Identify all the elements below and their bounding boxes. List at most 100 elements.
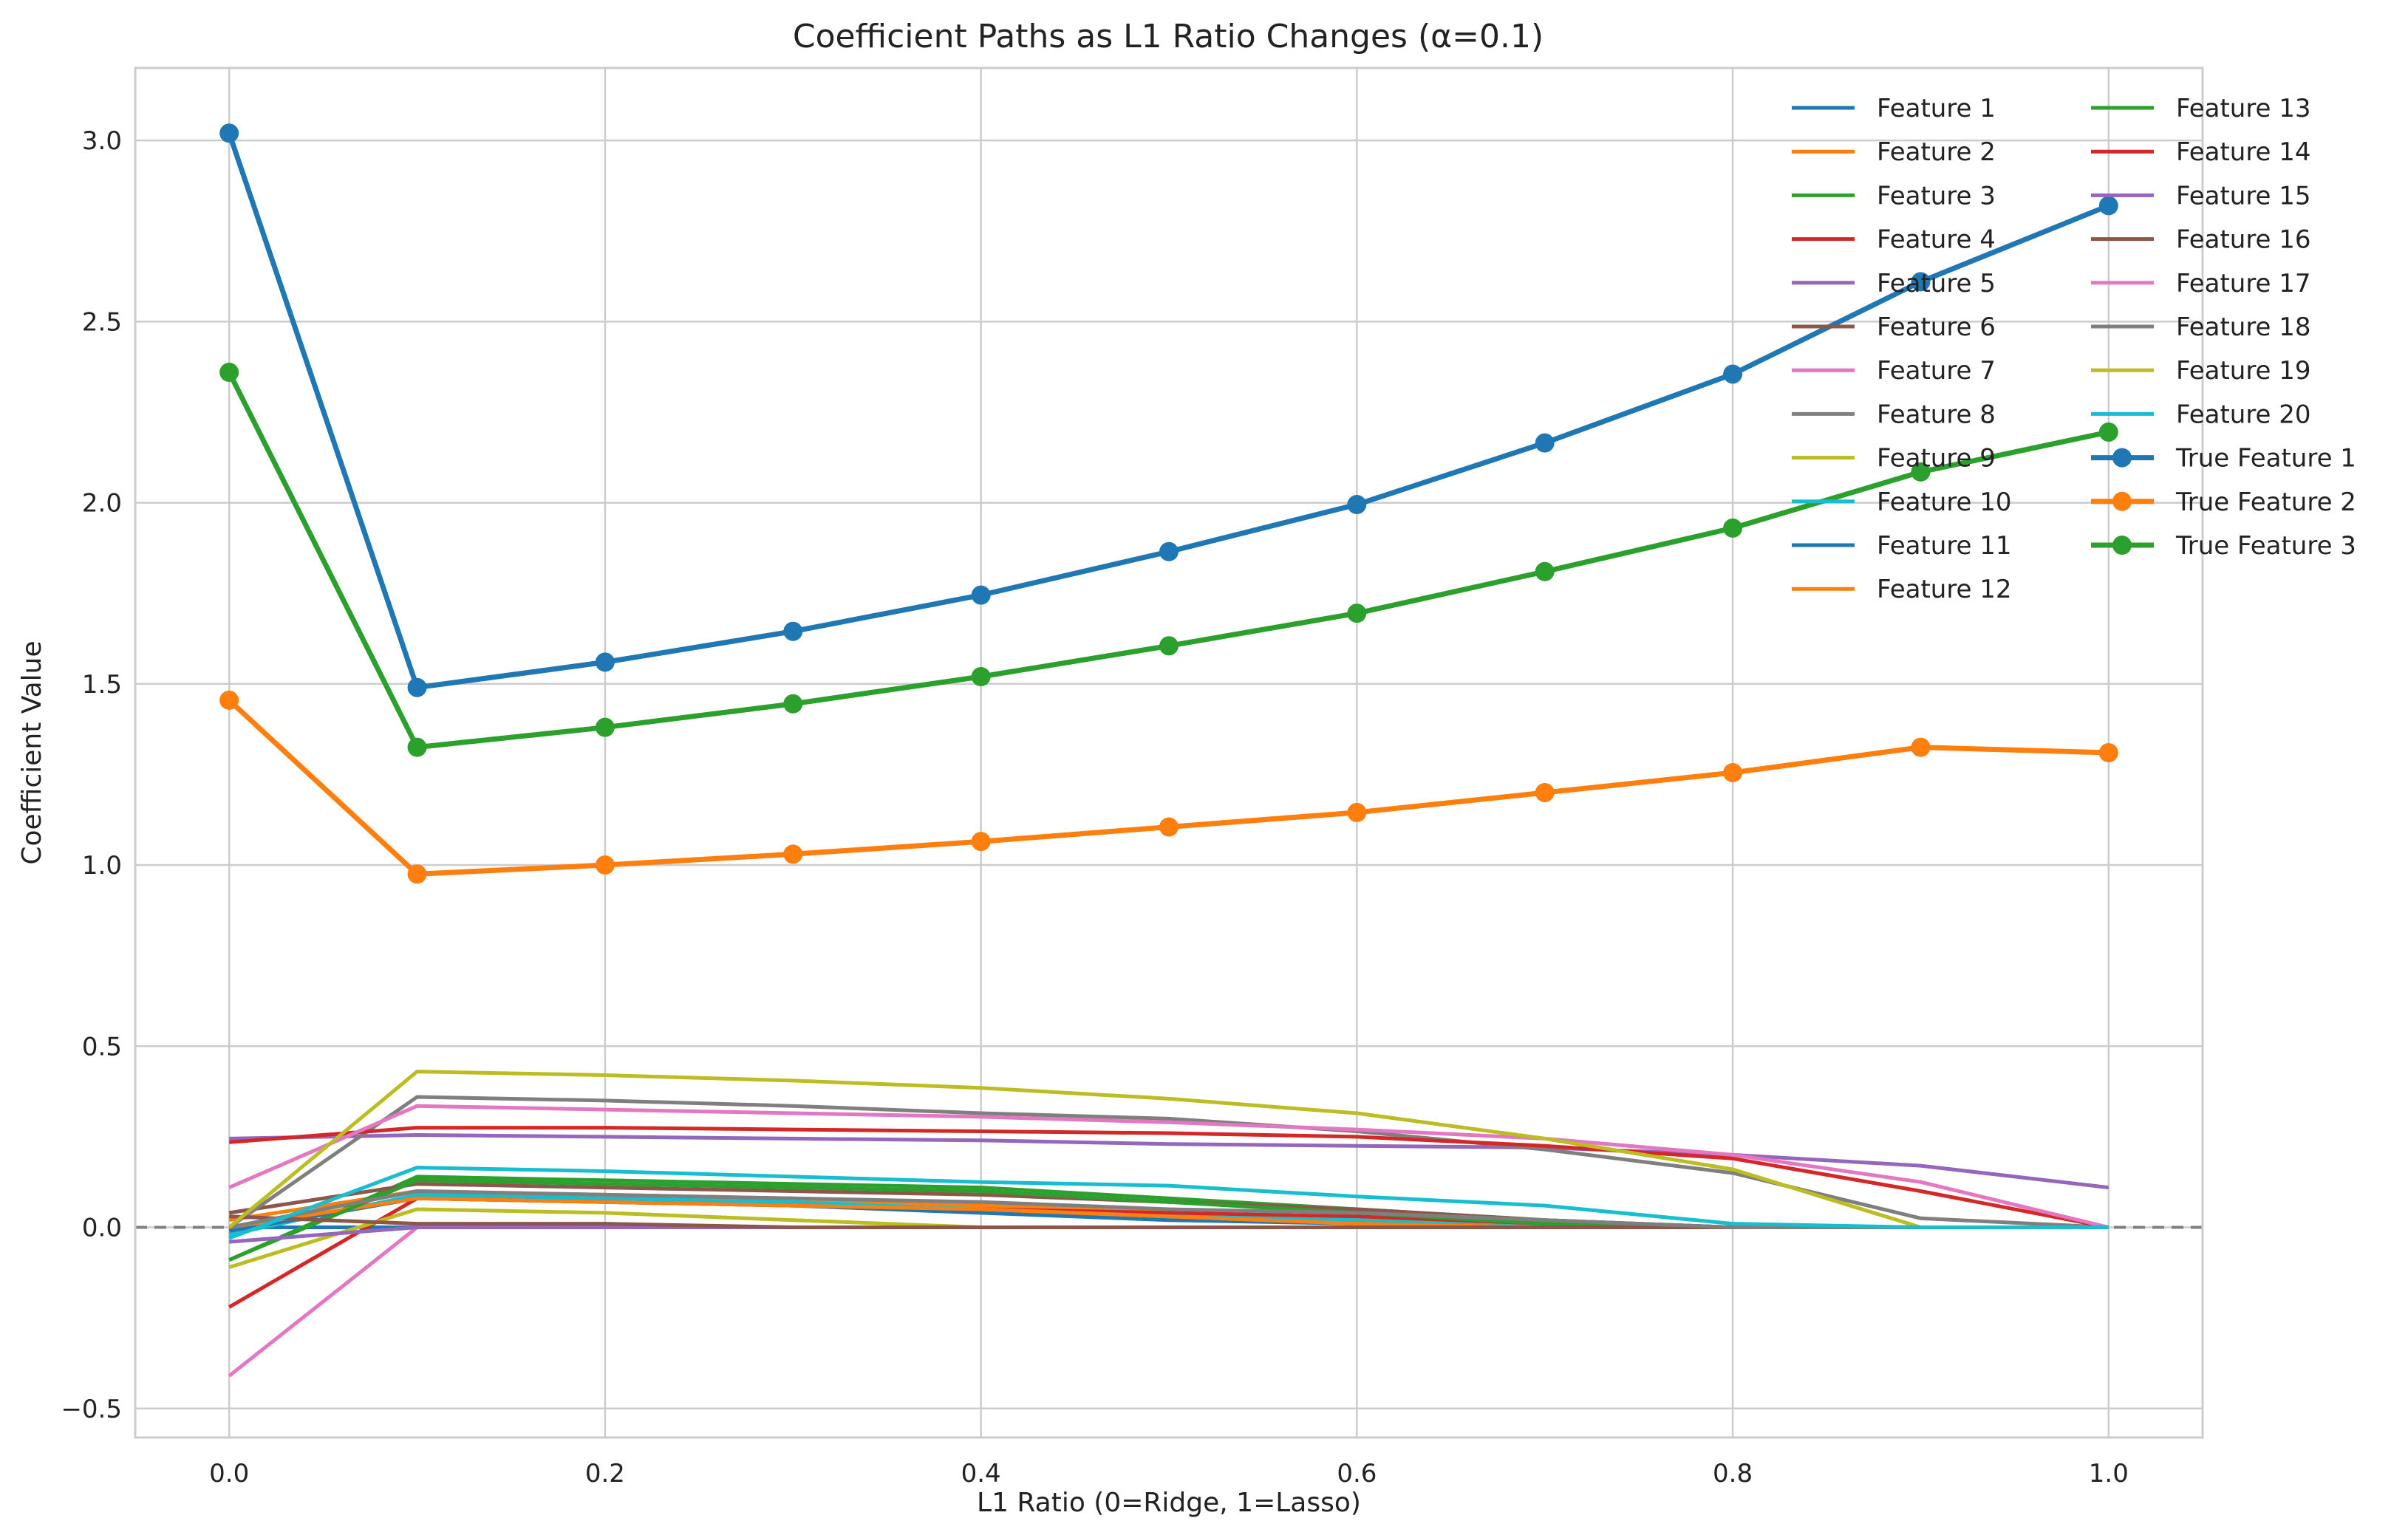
legend-label: Feature 20 <box>2176 400 2311 429</box>
x-tick-label: 0.8 <box>1713 1459 1753 1488</box>
marker-true-feature-1 <box>1535 433 1555 453</box>
x-tick-label: 0.0 <box>209 1459 249 1488</box>
x-tick-label: 1.0 <box>2089 1459 2129 1488</box>
marker-true-feature-2 <box>971 832 991 852</box>
legend-item-feature-17: Feature 17 <box>2091 269 2311 298</box>
legend-item-feature-3: Feature 3 <box>1792 181 1996 211</box>
marker-true-feature-2 <box>783 844 803 864</box>
legend-item-feature-18: Feature 18 <box>2091 312 2311 342</box>
legend-label: Feature 1 <box>1877 94 1996 123</box>
marker-true-feature-2 <box>407 864 427 884</box>
legend-label: Feature 15 <box>2176 181 2311 211</box>
marker-true-feature-1 <box>219 123 239 143</box>
marker-true-feature-3 <box>783 694 803 714</box>
legend-item-feature-15: Feature 15 <box>2091 181 2311 211</box>
legend-label: Feature 2 <box>1877 137 1996 167</box>
y-tick-label: 2.5 <box>82 307 122 337</box>
marker-true-feature-3 <box>1159 636 1179 656</box>
legend-label: Feature 10 <box>1877 488 2012 517</box>
legend-label: Feature 13 <box>2176 94 2311 123</box>
legend-item-feature-5: Feature 5 <box>1792 269 1996 298</box>
marker-true-feature-3 <box>1535 561 1555 581</box>
legend-item-feature-20: Feature 20 <box>2091 400 2311 429</box>
marker-true-feature-3 <box>1723 518 1743 538</box>
marker-true-feature-2 <box>1911 737 1931 757</box>
marker-true-feature-2 <box>1723 762 1743 782</box>
y-axis-label: Coefficient Value <box>17 640 47 864</box>
series-markers <box>219 123 2118 884</box>
marker-true-feature-2 <box>2098 743 2118 762</box>
legend-item-feature-13: Feature 13 <box>2091 94 2311 123</box>
legend-label: True Feature 3 <box>2175 531 2356 561</box>
x-axis-ticks: 0.0 0.2 0.4 0.6 0.8 1.0 <box>209 1459 2129 1488</box>
legend-label: Feature 8 <box>1877 400 1996 429</box>
legend-label: Feature 17 <box>2176 269 2311 298</box>
legend-item-feature-10: Feature 10 <box>1792 488 2012 517</box>
series-line-feature-19 <box>228 1070 2109 1229</box>
y-tick-label: −0.5 <box>61 1395 122 1424</box>
legend-label: Feature 12 <box>1877 575 2012 604</box>
legend-item-feature-8: Feature 8 <box>1792 400 1996 429</box>
legend-item-feature-2: Feature 2 <box>1792 137 1996 167</box>
legend-marker <box>2112 491 2132 511</box>
legend-label: Feature 7 <box>1877 356 1996 386</box>
marker-true-feature-3 <box>595 717 615 737</box>
x-tick-label: 0.4 <box>961 1459 1001 1488</box>
series-line-feature-17 <box>228 1104 2109 1229</box>
series-line-feature-20 <box>228 1166 2109 1240</box>
series-lines <box>226 132 2110 1378</box>
legend-item-feature-16: Feature 16 <box>2091 225 2311 255</box>
legend-item-feature-19: Feature 19 <box>2091 356 2311 386</box>
marker-true-feature-1 <box>1911 272 1931 292</box>
marker-true-feature-3 <box>971 667 991 686</box>
legend-item-feature-12: Feature 12 <box>1792 575 2012 604</box>
legend-label: Feature 19 <box>2176 356 2311 386</box>
legend-item-feature-6: Feature 6 <box>1792 312 1996 342</box>
legend-item-feature-4: Feature 4 <box>1792 225 1996 255</box>
marker-true-feature-1 <box>595 652 615 672</box>
series-line-feature-18 <box>228 1189 2109 1229</box>
marker-true-feature-1 <box>1347 495 1367 515</box>
marker-true-feature-1 <box>2098 196 2118 216</box>
legend-label: True Feature 2 <box>2175 488 2356 517</box>
legend-item-true-feature-1: True Feature 1 <box>2091 444 2356 474</box>
x-tick-label: 0.2 <box>585 1459 625 1488</box>
series-line-feature-5 <box>229 1133 2109 1190</box>
marker-true-feature-1 <box>783 621 803 641</box>
legend-label: True Feature 1 <box>2175 444 2356 474</box>
legend: Feature 1 Feature 2 Feature 3 Feature 4 Feat… <box>1792 94 2356 604</box>
x-axis-label: L1 Ratio (0=Ridge, 1=Lasso) <box>977 1488 1361 1518</box>
legend-item-feature-14: Feature 14 <box>2091 137 2311 167</box>
marker-true-feature-2 <box>1535 782 1555 802</box>
marker-true-feature-2 <box>1347 802 1367 822</box>
y-tick-label: 0.5 <box>82 1032 122 1061</box>
legend-label: Feature 9 <box>1877 444 1996 474</box>
series-line-feature-14 <box>229 1126 2109 1229</box>
marker-true-feature-3 <box>1347 604 1367 623</box>
legend-item-feature-9: Feature 9 <box>1792 444 1996 474</box>
legend-item-feature-1: Feature 1 <box>1792 94 1996 123</box>
marker-true-feature-1 <box>1159 541 1179 561</box>
y-tick-label: 0.0 <box>82 1214 122 1243</box>
marker-true-feature-3 <box>407 737 427 757</box>
legend-label: Feature 11 <box>1877 531 2012 561</box>
legend-label: Feature 16 <box>2176 225 2311 255</box>
marker-true-feature-2 <box>595 855 615 875</box>
legend-label: Feature 5 <box>1877 269 1996 298</box>
marker-true-feature-2 <box>1159 817 1179 837</box>
y-tick-label: 1.0 <box>82 851 122 881</box>
legend-label: Feature 14 <box>2176 137 2311 167</box>
legend-item-feature-11: Feature 11 <box>1792 531 2012 561</box>
legend-label: Feature 3 <box>1877 181 1996 211</box>
legend-label: Feature 18 <box>2176 312 2311 342</box>
legend-item-true-feature-3: True Feature 3 <box>2091 531 2356 561</box>
legend-label: Feature 6 <box>1877 312 1996 342</box>
x-tick-label: 0.6 <box>1337 1459 1377 1488</box>
legend-marker <box>2112 536 2132 555</box>
y-axis-ticks: −0.5 0.0 0.5 1.0 1.5 2.0 2.5 3.0 <box>61 126 122 1424</box>
marker-true-feature-1 <box>1723 364 1743 384</box>
marker-true-feature-1 <box>407 677 427 697</box>
y-tick-label: 2.0 <box>82 489 122 519</box>
plot-frame <box>134 66 2204 1439</box>
